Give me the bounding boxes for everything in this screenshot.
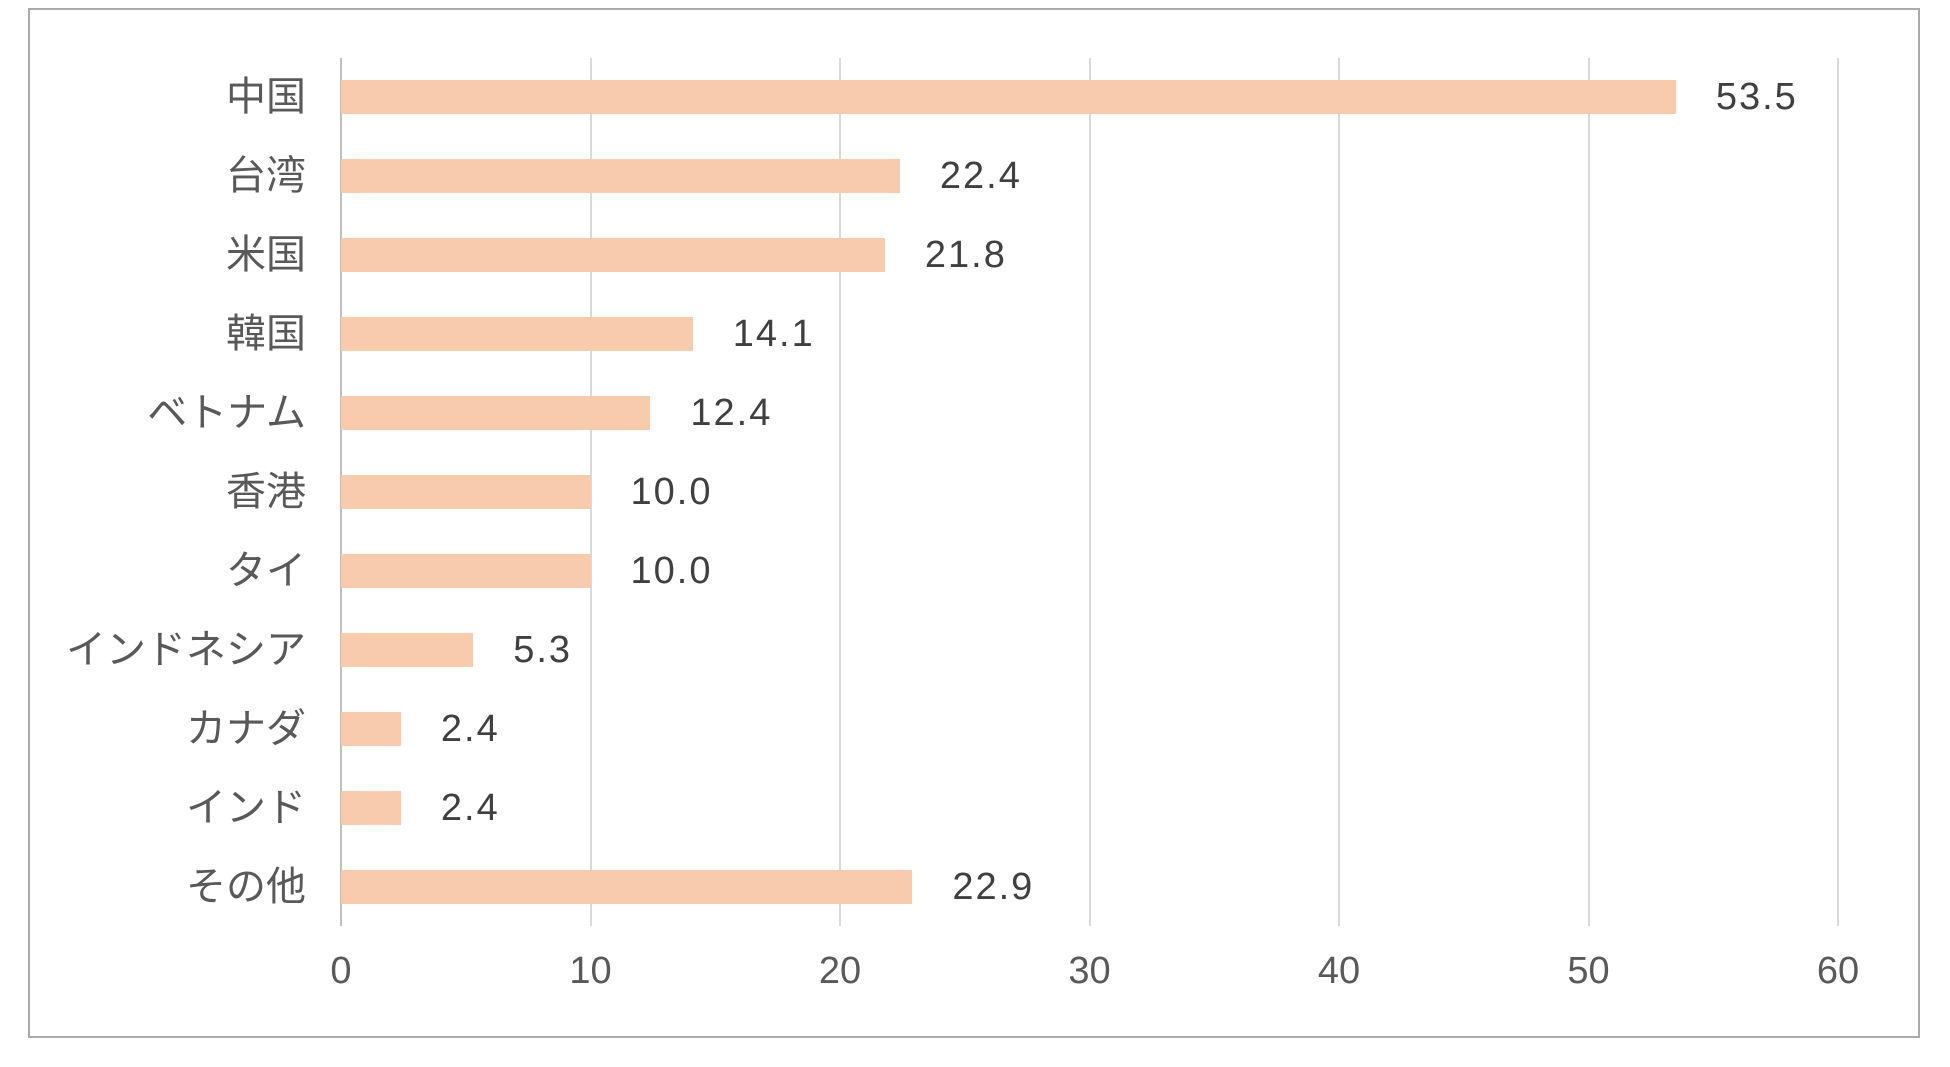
category-axis: 中国台湾米国韓国ベトナム香港タイインドネシアカナダインドその他 [30,58,306,926]
value-label: 12.4 [690,392,773,435]
bar [341,475,591,509]
gridline [839,58,841,926]
category-label: 米国 [226,233,306,278]
bar [341,317,693,352]
bar [341,869,913,904]
plot-area: 53.5 22.4 21.8 14.1 12.4 10.0 10.0 5.3 2.4 2.4 22.… [340,58,1839,926]
x-tick-label: 0 [330,950,352,992]
value-label: 10.0 [630,471,713,513]
x-tick-label: 20 [818,950,862,992]
bar [341,790,401,825]
x-tick-label: 40 [1317,950,1361,992]
value-label: 2.4 [440,707,500,750]
x-tick-label: 30 [1068,950,1111,992]
gridline [589,58,592,926]
value-label: 14.1 [732,313,815,356]
gridline [1837,58,1839,926]
bar [341,159,900,194]
bar [341,238,885,273]
value-label: 5.3 [513,628,573,671]
value-label: 10.0 [630,549,713,592]
category-label: 中国 [226,75,306,120]
x-axis-tick-labels: 0 10 20 30 40 50 60 [0,952,1950,1002]
gridline [1587,58,1590,926]
x-tick-label: 60 [1816,950,1860,992]
gridline [1088,58,1091,926]
category-label: 台湾 [226,154,306,199]
category-label: インド [186,785,306,830]
category-label: その他 [186,864,306,909]
value-label: 2.4 [440,786,500,829]
bar [341,553,591,588]
value-label: 22.9 [952,865,1035,908]
value-label: 21.8 [924,234,1007,277]
gridline [1338,58,1340,926]
x-tick-label: 10 [569,950,612,992]
bar [341,80,1676,115]
category-label: 香港 [226,470,306,514]
bar [341,396,651,431]
category-label: タイ [226,548,306,593]
category-label: インドネシア [66,627,306,672]
category-label: ベトナム [147,391,306,436]
value-label: 53.5 [1715,76,1798,119]
value-label: 22.4 [939,155,1022,198]
category-label: カナダ [186,706,306,751]
bar [341,632,474,667]
bar [341,711,401,746]
category-label: 韓国 [226,312,306,357]
x-tick-label: 50 [1567,950,1610,992]
